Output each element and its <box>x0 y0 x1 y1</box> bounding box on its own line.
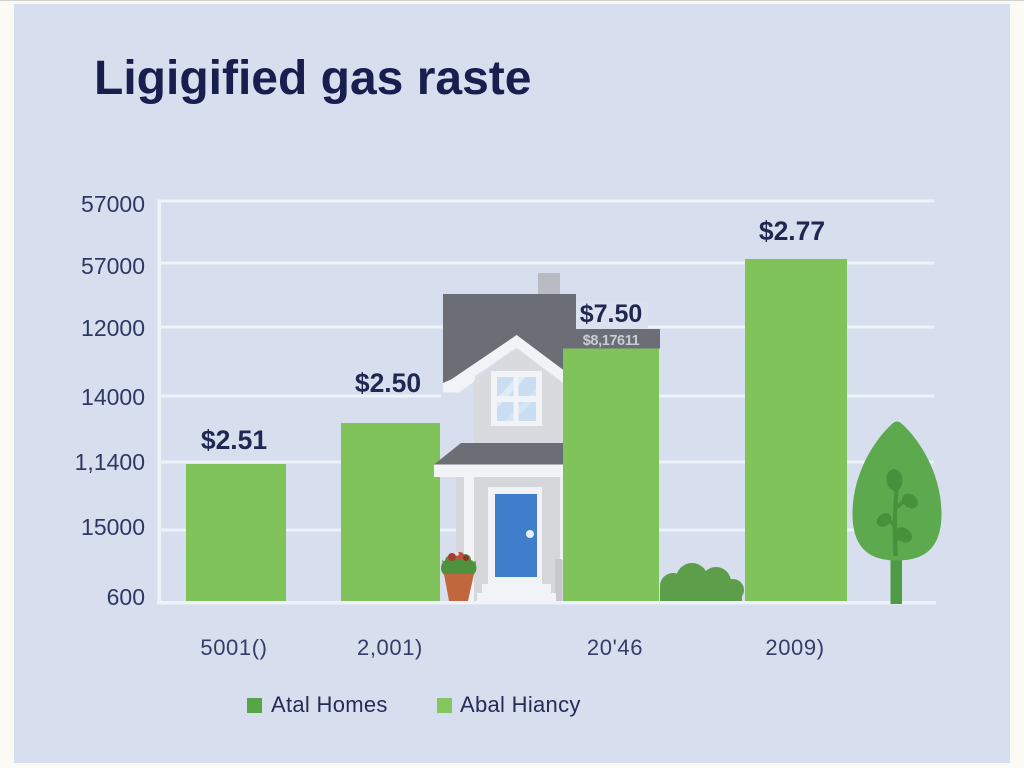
svg-text:12000: 12000 <box>81 315 145 341</box>
svg-text:$2.50: $2.50 <box>355 368 421 398</box>
svg-text:57000: 57000 <box>81 253 145 279</box>
svg-text:Ligigified gas raste: Ligigified gas raste <box>94 52 531 105</box>
svg-text:Atal Homes: Atal Homes <box>271 692 388 717</box>
svg-text:$2.77: $2.77 <box>759 216 825 246</box>
svg-text:600: 600 <box>107 584 145 610</box>
svg-text:57000: 57000 <box>81 191 145 217</box>
svg-text:2,001): 2,001) <box>357 635 423 660</box>
svg-text:Abal Hiancy: Abal Hiancy <box>460 692 581 717</box>
svg-text:5001(): 5001() <box>200 635 267 660</box>
svg-text:14000: 14000 <box>81 384 145 410</box>
svg-text:$7.50: $7.50 <box>580 300 643 328</box>
svg-text:$8,17611: $8,17611 <box>583 333 640 349</box>
svg-text:1,1400: 1,1400 <box>75 449 145 475</box>
svg-text:2009): 2009) <box>765 635 824 660</box>
svg-text:15000: 15000 <box>81 514 145 540</box>
svg-text:20'46: 20'46 <box>587 635 643 660</box>
svg-text:$2.51: $2.51 <box>201 425 267 455</box>
